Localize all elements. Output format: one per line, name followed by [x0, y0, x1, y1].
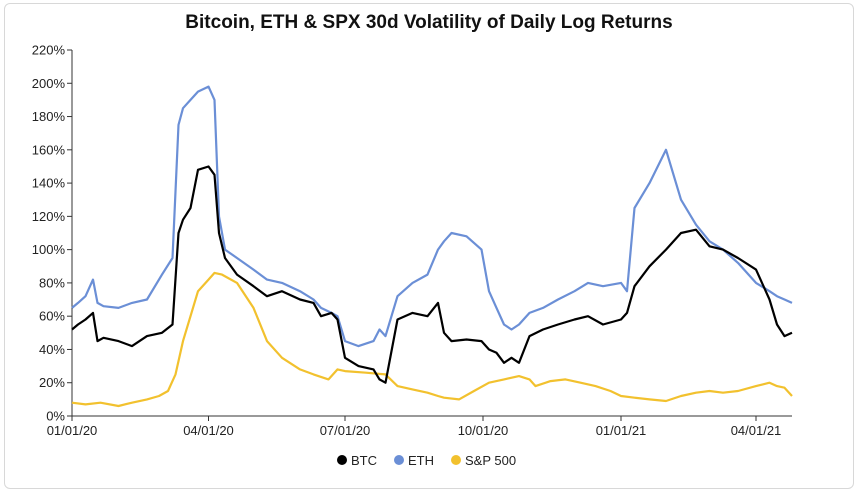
legend-marker-s-p-500 — [451, 455, 461, 465]
legend-label-s-p-500: S&P 500 — [465, 453, 516, 468]
series-line-eth — [71, 85, 793, 348]
chart-legend: BTC ETH S&P 500 — [337, 453, 516, 468]
x-tick-label: 04/01/21 — [731, 423, 782, 438]
series-line-btc — [71, 165, 793, 384]
x-tick-label: 01/01/20 — [47, 423, 98, 438]
chart-axes: 0% 20% 40% 60% 80% 100% 120% 140% 160% 180% 200% 22… — [32, 43, 792, 438]
y-tick-label: 200% — [32, 76, 66, 91]
y-tick-label: 100% — [32, 242, 66, 257]
y-tick-label: 220% — [32, 43, 66, 58]
y-tick-label: 120% — [32, 209, 66, 224]
legend-label-btc: BTC — [351, 453, 377, 468]
legend-marker-eth — [394, 455, 404, 465]
x-tick-label: 07/01/20 — [320, 423, 371, 438]
y-tick-label: 60% — [39, 309, 65, 324]
y-tick-label: 20% — [39, 375, 65, 390]
y-tick-label: 160% — [32, 142, 66, 157]
legend-label-eth: ETH — [408, 453, 434, 468]
chart-title: Bitcoin, ETH & SPX 30d Volatility of Dai… — [185, 12, 673, 33]
chart-series — [71, 85, 793, 408]
x-tick-label: 01/01/21 — [596, 423, 647, 438]
x-tick-label: 04/01/20 — [183, 423, 234, 438]
y-tick-label: 80% — [39, 275, 65, 290]
y-tick-label: 40% — [39, 342, 65, 357]
y-tick-label: 180% — [32, 109, 66, 124]
y-tick-label: 140% — [32, 176, 66, 191]
legend-marker-btc — [337, 455, 347, 465]
x-tick-label: 10/01/20 — [458, 423, 509, 438]
y-tick-label: 0% — [46, 409, 65, 424]
series-line-s-p-500 — [71, 271, 793, 408]
